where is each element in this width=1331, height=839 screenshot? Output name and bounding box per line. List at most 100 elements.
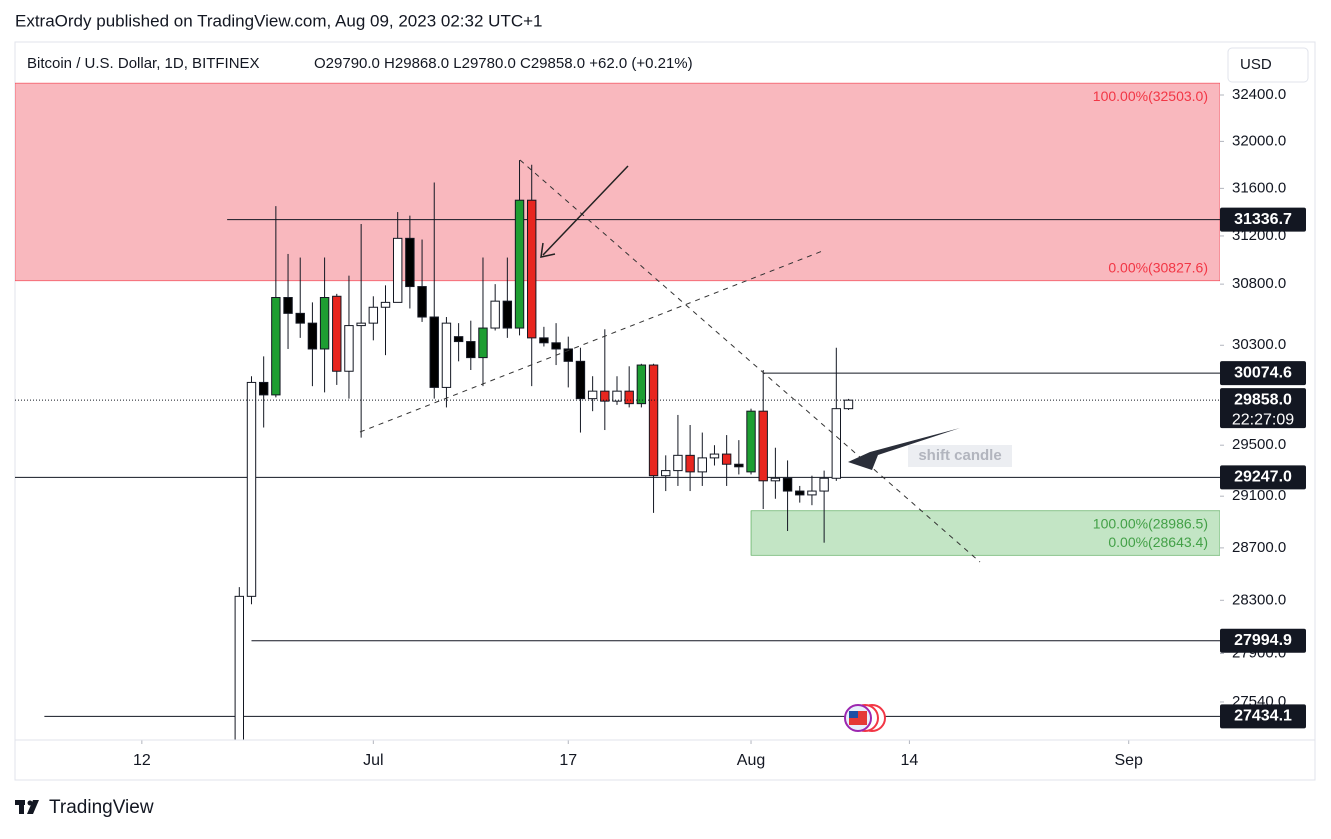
- price-tag: [1220, 704, 1306, 729]
- countdown: 22:27:09: [1232, 411, 1294, 428]
- candle-body: [551, 342, 561, 350]
- price-tag-label: 27434.1: [1234, 708, 1292, 725]
- candle-body: [600, 390, 610, 402]
- candle-body: [587, 390, 598, 400]
- candle-body: [295, 312, 305, 324]
- price-tag-label: 31336.7: [1234, 211, 1292, 228]
- price-tag-label: 27994.9: [1234, 632, 1292, 649]
- candle-body: [709, 453, 720, 459]
- candle-body: [368, 306, 379, 324]
- logo: [15, 800, 39, 814]
- candle-body: [807, 490, 817, 496]
- candle-body: [758, 410, 768, 482]
- y-tick-label: 28700.0: [1232, 539, 1286, 556]
- candle-body: [734, 463, 744, 468]
- y-tick-label: 29100.0: [1232, 487, 1286, 504]
- zone-label: 100.00%(28986.5): [1093, 515, 1208, 531]
- candle-body: [344, 325, 354, 372]
- annotation-bg: [908, 445, 1012, 467]
- candle-body: [490, 300, 500, 329]
- candle-body: [332, 295, 342, 372]
- candle-body: [405, 237, 415, 288]
- candle-body: [527, 199, 537, 339]
- zone: [15, 82, 1220, 282]
- candle-body: [843, 399, 854, 410]
- price-tag-label: 29858.0: [1234, 391, 1292, 408]
- arrow: [542, 165, 629, 256]
- candle-body: [539, 337, 549, 344]
- drawings: [359, 159, 981, 563]
- x-tick-label: 14: [901, 752, 919, 769]
- x-tick-label: Sep: [1114, 752, 1143, 769]
- candle-body: [661, 470, 671, 477]
- candle-body: [466, 341, 476, 359]
- price-tag-label: 30074.6: [1234, 364, 1292, 381]
- price-tag: [1220, 465, 1306, 490]
- candle-body: [831, 408, 842, 479]
- ohlc: O29790.0 H29868.0 L29780.0 C29858.0 +62.…: [314, 55, 693, 72]
- plot-area: [15, 82, 1220, 740]
- candle-body: [673, 454, 683, 472]
- symbol: Bitcoin / U.S. Dollar, 1D, BITFINEX: [27, 55, 260, 72]
- candle-body: [429, 316, 439, 388]
- candle-body: [392, 237, 403, 303]
- candle-body: [319, 297, 330, 350]
- candle-body: [563, 348, 573, 362]
- candle-body: [685, 454, 695, 473]
- brand: TradingView: [49, 797, 154, 818]
- published-line: ExtraOrdy published on TradingView.com, …: [15, 11, 542, 30]
- candle-body: [624, 390, 634, 405]
- y-tick-label: 32400.0: [1232, 86, 1286, 103]
- zone-label: 100.00%(32503.0): [1093, 88, 1208, 104]
- candle-body: [478, 327, 488, 359]
- price-tag: [1220, 361, 1306, 386]
- x-tick-label: 17: [559, 752, 577, 769]
- price-tag: [1220, 388, 1306, 429]
- y-tick-label: 28300.0: [1232, 591, 1286, 608]
- candle-body: [782, 477, 793, 492]
- candle-body: [575, 360, 586, 400]
- x-tick-label: Aug: [737, 752, 765, 769]
- candle-body: [453, 336, 464, 343]
- arrow: [848, 428, 960, 470]
- candle-body: [502, 300, 513, 329]
- candle-body: [770, 477, 781, 482]
- candle-body: [271, 297, 281, 396]
- trendline: [359, 249, 826, 433]
- y-tick-label: 32000.0: [1232, 132, 1286, 149]
- y-tick-label: 30300.0: [1232, 336, 1286, 353]
- y-tick-label: 31600.0: [1232, 179, 1286, 196]
- price-tag: [1220, 207, 1306, 232]
- candle-body: [283, 297, 293, 314]
- currency[interactable]: USD: [1240, 56, 1272, 73]
- chart-frame: [14, 41, 1316, 781]
- candle-body: [612, 390, 622, 402]
- annotation: shift candle: [918, 447, 1001, 464]
- currency-button[interactable]: [1227, 47, 1309, 83]
- candle-body: [795, 490, 805, 496]
- zone: [750, 510, 1220, 556]
- candle-body: [258, 381, 269, 396]
- trendline: [519, 159, 981, 563]
- y-tick-label: 29500.0: [1232, 436, 1286, 453]
- candle-body: [514, 199, 525, 329]
- candle-body: [417, 286, 427, 318]
- zone-label: 0.00%(30827.6): [1108, 259, 1208, 275]
- candle-body: [246, 381, 257, 597]
- price-tag: [1220, 628, 1306, 653]
- candle-body: [307, 322, 318, 350]
- candle-body: [380, 301, 391, 308]
- candle-body: [648, 364, 659, 477]
- candle-body: [234, 595, 245, 740]
- candle-body: [721, 453, 732, 465]
- candle-body: [356, 322, 366, 327]
- candle-body: [636, 364, 647, 405]
- event-icons: [844, 704, 886, 732]
- candle-body: [697, 457, 707, 473]
- arrow-head: [540, 242, 556, 258]
- candle-body: [441, 322, 452, 388]
- x-tick-label: Jul: [363, 752, 383, 769]
- candle-body: [819, 477, 829, 492]
- y-tick-label: 30800.0: [1232, 275, 1286, 292]
